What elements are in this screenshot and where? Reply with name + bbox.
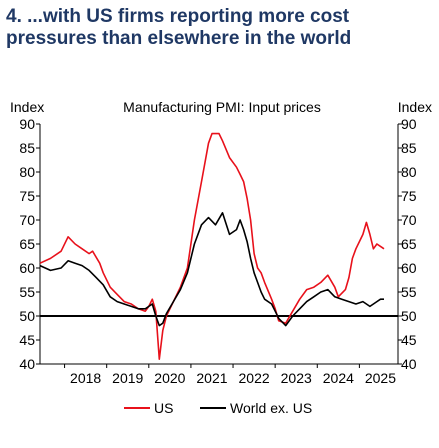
left-tick-label-45: 45	[19, 332, 35, 348]
chart-title: 4. ...with US firms reporting more cost …	[6, 6, 436, 50]
x-tick-label-2023: 2023	[281, 370, 312, 386]
right-tick-label-40: 40	[401, 356, 417, 372]
plot-area: 40 45 50 55 60 65 70 75 80 85 90 40 45 50 55 60 65 70 75 8…	[19, 116, 416, 386]
right-tick-label-85: 85	[401, 140, 417, 156]
left-tick-label-60: 60	[19, 260, 35, 276]
x-tick-label-2021: 2021	[196, 370, 227, 386]
right-tick-label-60: 60	[401, 260, 417, 276]
x-tick-label-2020: 2020	[154, 370, 185, 386]
left-tick-label-55: 55	[19, 284, 35, 300]
right-tick-label-55: 55	[401, 284, 417, 300]
right-tick-label-45: 45	[401, 332, 417, 348]
title-line-2: pressures than elsewhere in the world	[6, 28, 352, 49]
x-tick-label-2018: 2018	[70, 370, 101, 386]
series-lines	[39, 132, 385, 360]
left-tick-label-90: 90	[19, 116, 35, 132]
right-tick-label-70: 70	[401, 212, 417, 228]
legend-label-world: World ex. US	[230, 400, 312, 416]
left-tick-label-50: 50	[19, 308, 35, 324]
x-axis-ticks: 2018 2019 2020 2021 2022 2023 2024 2025	[64, 364, 396, 386]
x-tick-label-2024: 2024	[323, 370, 354, 386]
left-tick-label-65: 65	[19, 236, 35, 252]
left-tick-label-40: 40	[19, 356, 35, 372]
title-line-1: 4. ...with US firms reporting more cost	[6, 6, 350, 27]
right-tick-label-90: 90	[401, 116, 417, 132]
x-tick-label-2019: 2019	[112, 370, 143, 386]
left-tick-label-85: 85	[19, 140, 35, 156]
right-tick-label-65: 65	[401, 236, 417, 252]
legend: US World ex. US	[124, 400, 312, 416]
series-line-world-ex-us	[39, 212, 384, 327]
right-axis-label: Index	[398, 99, 432, 115]
right-tick-label-50: 50	[401, 308, 417, 324]
legend-label-us: US	[154, 400, 173, 416]
x-tick-label-2025: 2025	[365, 370, 396, 386]
right-tick-label-80: 80	[401, 164, 417, 180]
chart-subtitle: Manufacturing PMI: Input prices	[123, 99, 321, 115]
left-tick-label-80: 80	[19, 164, 35, 180]
left-axis-ticks: 40 45 50 55 60 65 70 75 80 85 90	[19, 116, 40, 372]
right-axis-ticks: 40 45 50 55 60 65 70 75 80 85 90	[398, 116, 417, 372]
left-tick-label-75: 75	[19, 188, 35, 204]
left-tick-label-70: 70	[19, 212, 35, 228]
x-tick-label-2022: 2022	[239, 370, 270, 386]
series-line-us	[39, 132, 385, 360]
right-tick-label-75: 75	[401, 188, 417, 204]
left-axis-label: Index	[10, 99, 44, 115]
